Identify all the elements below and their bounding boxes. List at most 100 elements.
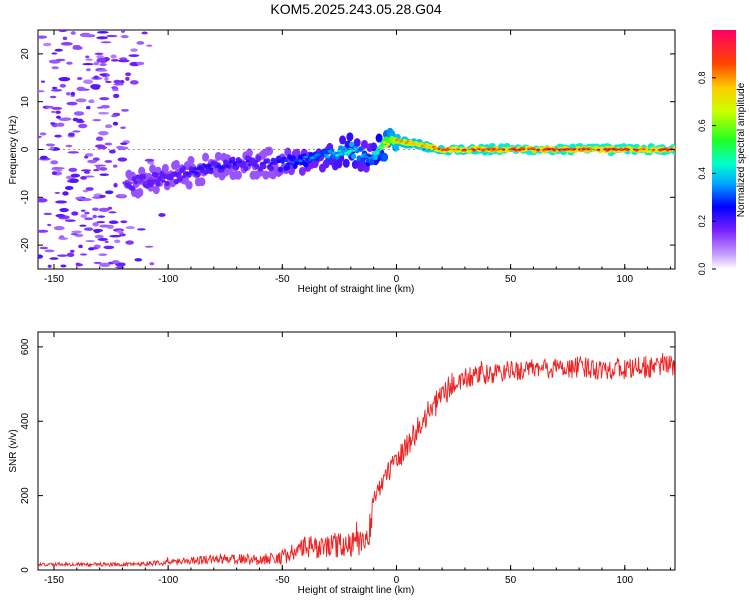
- spectrogram-cell: [92, 118, 102, 122]
- spectrogram-cell: [104, 76, 109, 82]
- spectrogram-cell: [79, 224, 87, 227]
- spectrogram-cell: [198, 177, 206, 187]
- colorbar-tick-label: 0.4: [697, 167, 707, 180]
- spectrogram-cell: [93, 61, 100, 66]
- spectrogram-cell: [148, 177, 153, 180]
- spectrogram-cell: [112, 164, 118, 168]
- spectrogram-cell: [536, 148, 541, 152]
- spectrogram-cell: [65, 144, 73, 148]
- spectrogram-cell: [113, 83, 124, 86]
- spectrogram-cell: [87, 159, 98, 164]
- spectrogram-cell: [202, 152, 210, 162]
- spectrogram-cell: [68, 167, 78, 173]
- spectrogram-cell: [607, 147, 612, 151]
- spectrogram-cell: [185, 172, 190, 175]
- spectrogram-cell: [45, 105, 54, 109]
- snr-x-tick-label: 0: [394, 575, 400, 586]
- spectrogram-cell: [84, 217, 94, 221]
- spectrogram-cell: [55, 110, 62, 115]
- spectrogram-cell: [283, 159, 288, 162]
- spectrogram-cell: [146, 44, 153, 47]
- spectrogram-cell: [411, 142, 416, 145]
- spectrogram-cell: [353, 147, 358, 151]
- spectrogram-cell: [370, 142, 378, 152]
- spectrogram-cell: [276, 160, 281, 163]
- spectrogram-cell: [364, 155, 369, 159]
- spectrogram-cell: [342, 158, 350, 168]
- spectrogram-cell: [665, 148, 670, 152]
- spectrogram-cell: [55, 58, 66, 62]
- spectrogram-cell: [422, 143, 427, 147]
- spectrogram-cell: [104, 159, 113, 163]
- spectrogram-y-label: Frequency (Hz): [8, 116, 19, 185]
- spectrogram-cell: [386, 143, 391, 146]
- spectrogram-cell: [120, 220, 128, 224]
- spectrogram-cell: [50, 160, 59, 165]
- spectrogram-cell: [93, 261, 102, 264]
- spectrogram-cell: [559, 148, 564, 151]
- spectrogram-cell: [128, 181, 133, 185]
- spectrogram-cell: [109, 234, 122, 238]
- spectrogram-cell: [415, 143, 420, 147]
- spectrogram-cell: [462, 148, 467, 152]
- spectrogram-cell: [84, 155, 89, 159]
- spectrogram-cell: [70, 31, 76, 35]
- spectrogram-cell: [289, 162, 294, 166]
- spectrogram-cell: [59, 83, 67, 88]
- spectrogram-cell: [107, 206, 113, 210]
- snr-x-label: Height of straight line (km): [298, 585, 415, 596]
- spectrogram-cell: [152, 185, 160, 195]
- spectrogram-cell: [113, 79, 122, 84]
- spectrogram-cell: [58, 77, 71, 82]
- spectrogram-cell: [116, 146, 129, 150]
- spectrogram-cell: [112, 121, 119, 126]
- spectrogram-cell: [38, 135, 42, 138]
- spectrogram-cell: [164, 180, 170, 187]
- snr-x-tick-label: 50: [505, 575, 517, 586]
- spectrogram-cell: [39, 246, 49, 250]
- spectrogram-cell: [588, 147, 593, 151]
- spectrogram-cell: [82, 189, 89, 193]
- spectrogram-cell: [120, 35, 129, 39]
- spectrogram-cell: [55, 169, 63, 172]
- spectrogram-cell: [49, 95, 57, 99]
- spectrogram-cell: [433, 146, 438, 150]
- spectrogram-cell: [134, 258, 143, 262]
- spectrogram-cell: [104, 142, 113, 146]
- spectrogram-y-tick-label: 20: [20, 48, 31, 60]
- spectrogram-cell: [60, 41, 73, 46]
- spectrogram-cell: [47, 223, 52, 227]
- spectrogram-cell: [119, 80, 125, 84]
- colorbar-tick-label: 0.6: [697, 119, 707, 132]
- spectrogram-cell: [84, 211, 90, 215]
- spectrogram-y-tick-label: 0: [20, 146, 31, 152]
- spectrogram-cell: [327, 149, 332, 153]
- spectrogram-cell: [75, 262, 80, 265]
- spectrogram-cell: [97, 111, 110, 115]
- spectrogram-cell: [252, 163, 257, 167]
- spectrogram-cell: [76, 86, 86, 92]
- spectrogram-cell: [106, 34, 118, 38]
- spectrogram-cell: [86, 105, 91, 110]
- spectrogram-cell: [136, 61, 145, 66]
- spectrogram-cell: [335, 153, 340, 157]
- spectrogram-cell: [82, 63, 94, 66]
- spectrogram-cell: [254, 159, 259, 163]
- spectrogram-cell: [234, 170, 242, 180]
- spectrogram-cell: [651, 148, 656, 152]
- spectrogram-cell: [298, 159, 303, 163]
- spectrogram-cell: [55, 213, 66, 218]
- spectrogram-cell: [115, 266, 125, 269]
- spectrogram-cell: [81, 209, 86, 212]
- spectrogram-cell: [108, 149, 116, 154]
- spectrogram-cell: [116, 229, 123, 233]
- spectrogram-cell: [448, 147, 453, 151]
- spectrogram-cell: [73, 111, 85, 116]
- spectrogram-cell: [494, 148, 499, 152]
- snr-y-tick-label: 400: [20, 412, 31, 429]
- spectrogram-cell: [129, 185, 136, 192]
- spectrogram-x-tick-label: -150: [44, 274, 64, 285]
- spectrogram-cell: [497, 147, 502, 151]
- spectrogram-cell: [125, 226, 135, 230]
- spectrogram-cell: [100, 41, 112, 44]
